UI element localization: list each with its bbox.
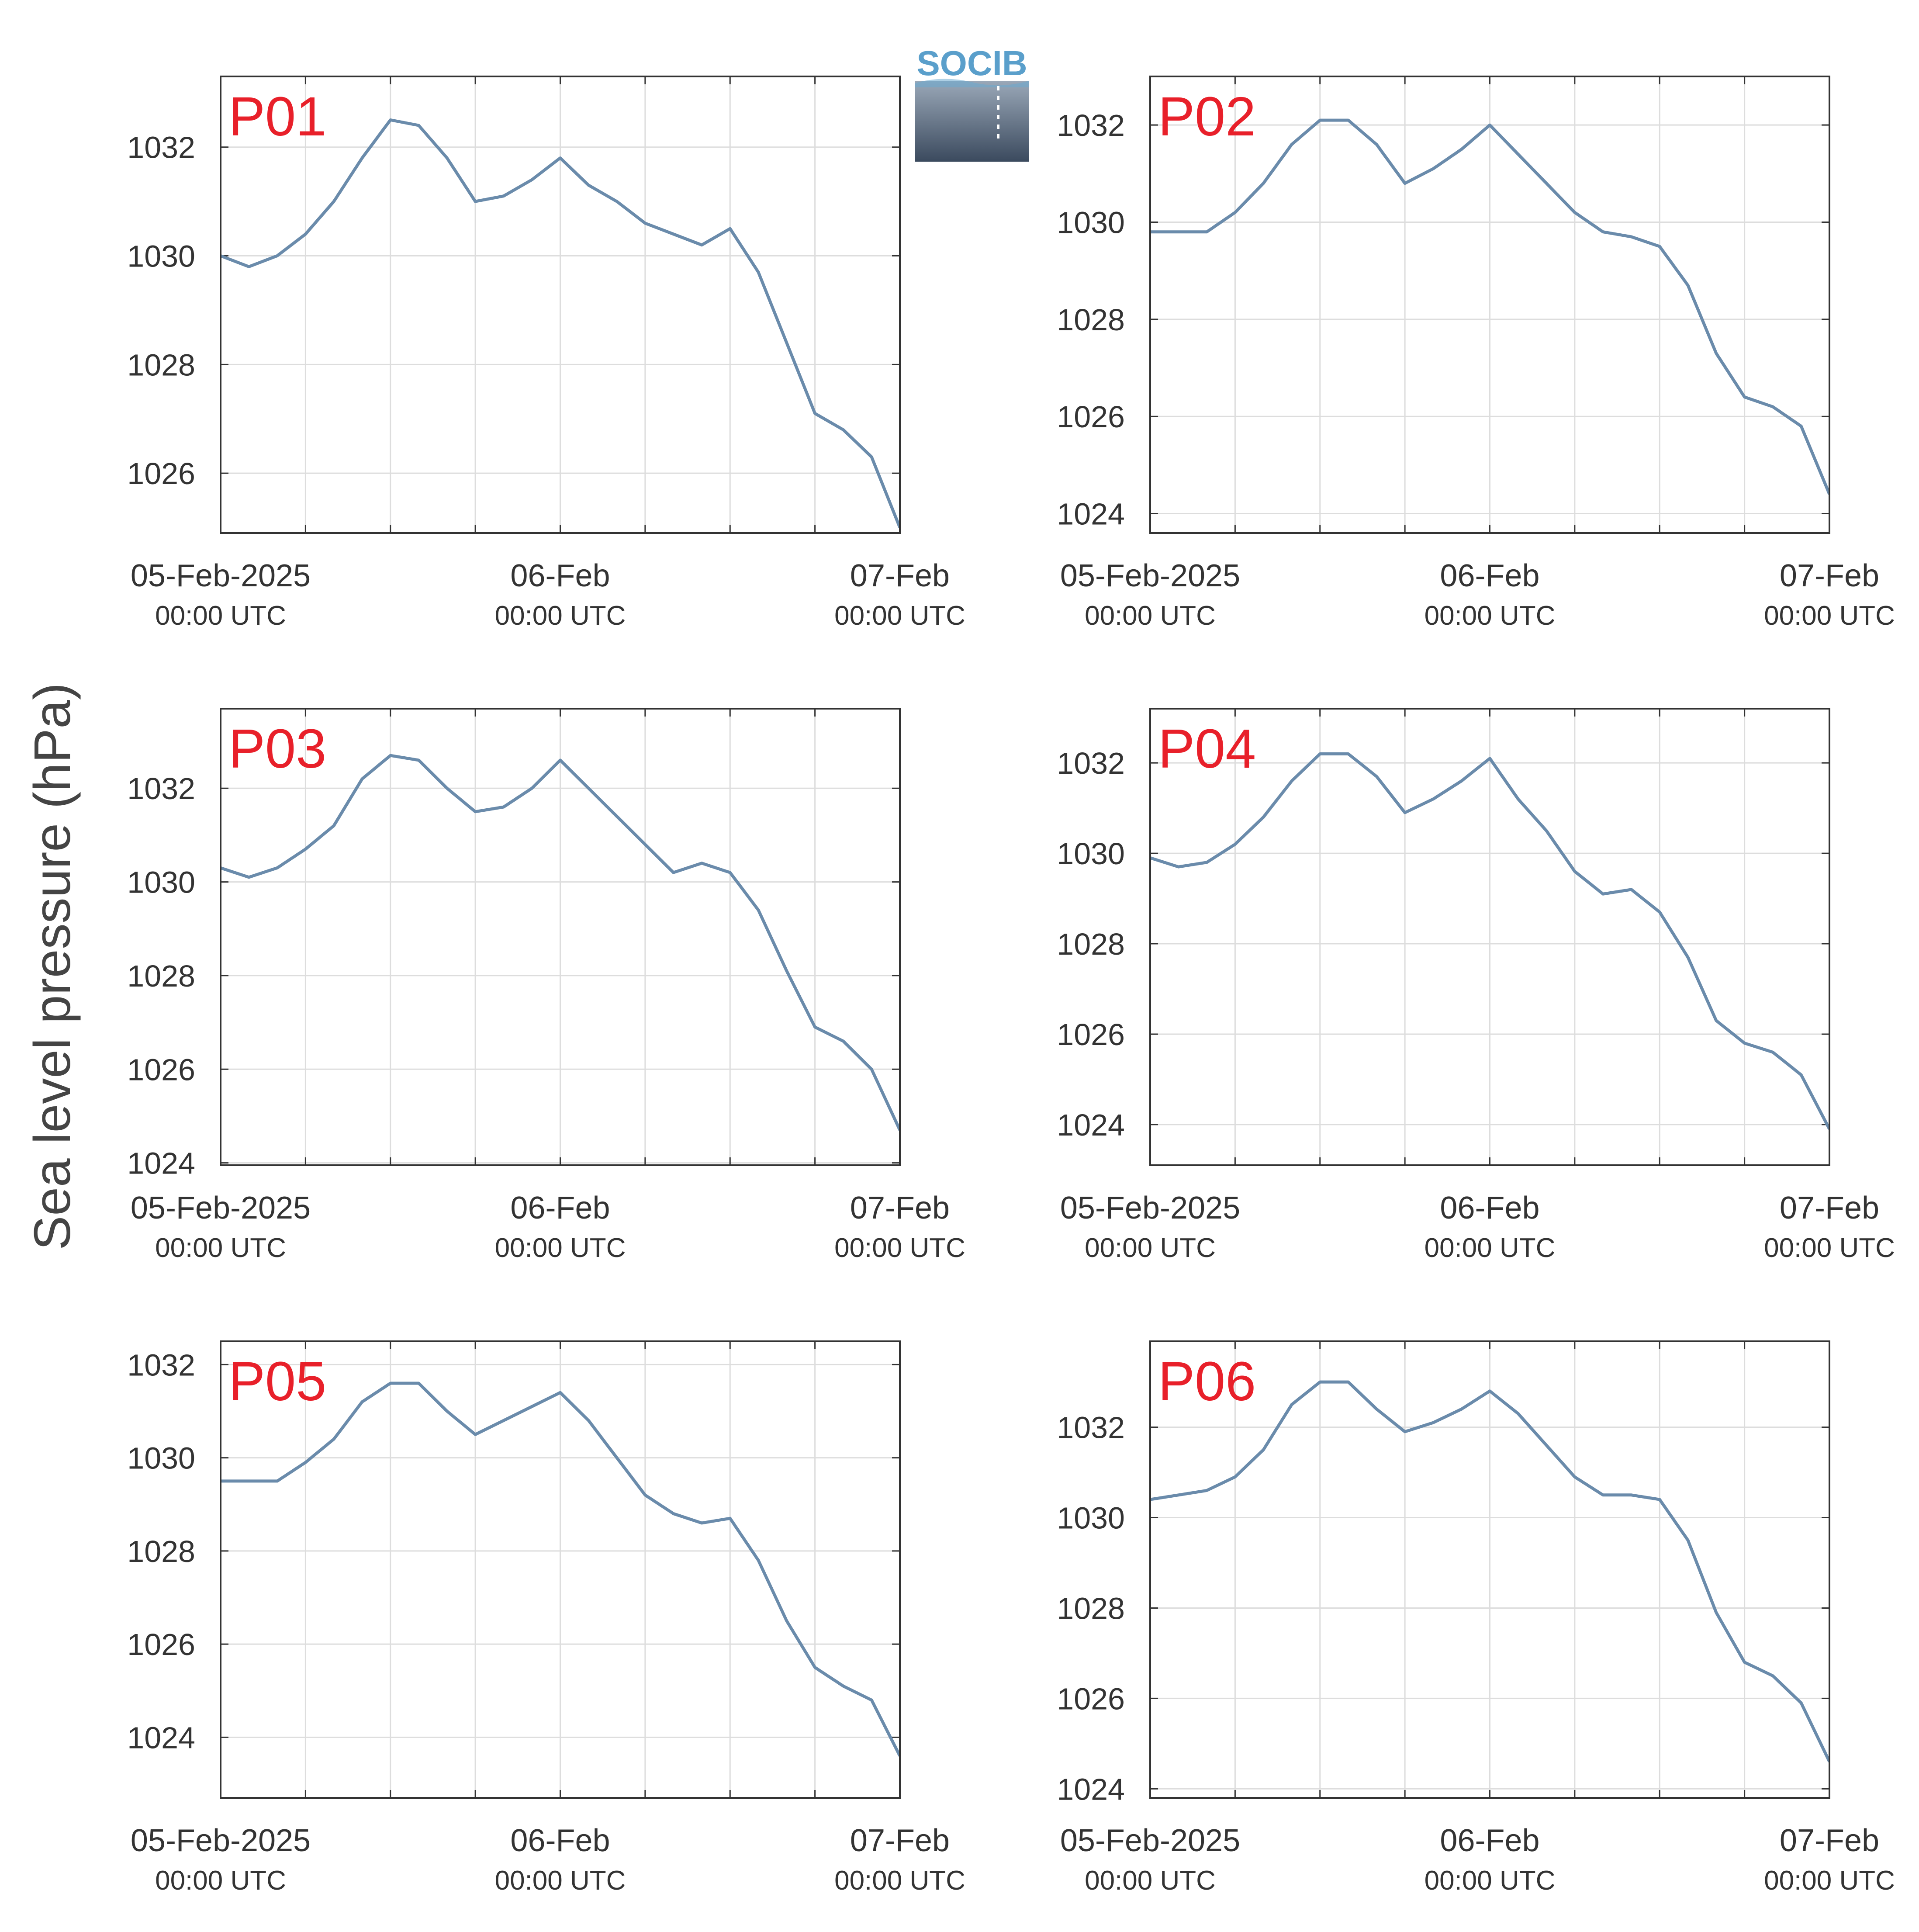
y-tick-label: 1030 xyxy=(1057,837,1125,871)
y-tick-label: 1026 xyxy=(1057,1018,1125,1052)
x-tick-sublabel: 00:00 UTC xyxy=(495,1233,626,1263)
series-line xyxy=(1150,752,1829,1130)
series-line xyxy=(1150,1380,1829,1762)
y-axis-label: Sea level pressure (hPa) xyxy=(24,683,81,1250)
plot-frame xyxy=(220,1340,901,1799)
y-tick-label: 1026 xyxy=(127,1627,195,1662)
series-line xyxy=(221,118,900,528)
x-tick-sublabel: 00:00 UTC xyxy=(1425,1233,1556,1263)
x-tick-label: 07-Feb xyxy=(1780,1823,1879,1858)
x-tick-sublabel: 00:00 UTC xyxy=(1764,1866,1895,1896)
y-tick-label: 1028 xyxy=(1057,303,1125,337)
y-tick-label: 1030 xyxy=(127,866,195,900)
y-tick-label: 1024 xyxy=(127,1721,195,1755)
plot-frame xyxy=(220,708,901,1166)
x-tick-sublabel: 00:00 UTC xyxy=(155,601,286,631)
socib-logo: SOCIB xyxy=(915,44,1029,162)
logo-block xyxy=(915,81,1029,162)
y-tick-label: 1026 xyxy=(127,457,195,491)
x-tick-label: 07-Feb xyxy=(1780,558,1879,593)
plot-frame xyxy=(1149,708,1830,1166)
x-tick-label: 06-Feb xyxy=(1440,1823,1539,1858)
x-tick-label: 06-Feb xyxy=(1440,558,1539,593)
x-tick-label: 05-Feb-2025 xyxy=(131,558,311,593)
x-tick-sublabel: 00:00 UTC xyxy=(1425,601,1556,631)
panel-label: P04 xyxy=(1158,718,1256,779)
panel-p06: 1024 1026 1028 1030 1032 05-Feb-2025 00:00 UTC… xyxy=(1057,1340,1895,1896)
panel-p02: 1024 1026 1028 1030 1032 05-Feb-2025 00:00 UTC… xyxy=(1057,76,1895,631)
x-tick-label: 07-Feb xyxy=(1780,1191,1879,1226)
x-tick-label: 07-Feb xyxy=(850,558,950,593)
x-tick-label: 06-Feb xyxy=(510,558,610,593)
panel-p04: 1024 1026 1028 1030 1032 05-Feb-2025 00:00 UTC… xyxy=(1057,708,1895,1263)
y-tick-label: 1032 xyxy=(1057,1411,1125,1445)
plot-frame xyxy=(1149,1340,1830,1799)
series-line xyxy=(221,1381,900,1757)
y-tick-label: 1028 xyxy=(1057,1591,1125,1625)
x-tick-sublabel: 00:00 UTC xyxy=(834,601,965,631)
x-tick-label: 06-Feb xyxy=(1440,1191,1539,1226)
y-tick-label: 1028 xyxy=(127,959,195,993)
x-tick-sublabel: 00:00 UTC xyxy=(495,601,626,631)
x-tick-sublabel: 00:00 UTC xyxy=(1085,1233,1216,1263)
x-tick-label: 06-Feb xyxy=(510,1823,610,1858)
y-tick-label: 1030 xyxy=(1057,206,1125,240)
y-tick-label: 1026 xyxy=(1057,1682,1125,1716)
x-tick-sublabel: 00:00 UTC xyxy=(1425,1866,1556,1896)
y-tick-label: 1028 xyxy=(127,1534,195,1568)
x-tick-label: 05-Feb-2025 xyxy=(131,1191,311,1226)
x-tick-label: 06-Feb xyxy=(510,1191,610,1226)
y-tick-label: 1032 xyxy=(1057,746,1125,780)
x-tick-label: 05-Feb-2025 xyxy=(1060,1823,1240,1858)
x-tick-label: 07-Feb xyxy=(850,1191,950,1226)
y-tick-label: 1032 xyxy=(127,131,195,165)
y-tick-label: 1032 xyxy=(1057,108,1125,142)
panel-label: P06 xyxy=(1158,1350,1256,1412)
x-tick-label: 05-Feb-2025 xyxy=(1060,558,1240,593)
panel-p03: 1024 1026 1028 1030 1032 05-Feb-2025 00:00 UTC… xyxy=(127,708,965,1263)
y-tick-label: 1028 xyxy=(1057,927,1125,961)
panel-label: P05 xyxy=(228,1350,326,1412)
x-tick-sublabel: 00:00 UTC xyxy=(1764,601,1895,631)
x-tick-label: 05-Feb-2025 xyxy=(131,1823,311,1858)
y-tick-label: 1024 xyxy=(1057,497,1125,531)
plot-frame xyxy=(220,76,901,534)
y-tick-label: 1030 xyxy=(127,239,195,274)
y-tick-label: 1032 xyxy=(127,1348,195,1382)
series-line xyxy=(221,754,900,1131)
y-tick-label: 1032 xyxy=(127,772,195,806)
x-tick-label: 05-Feb-2025 xyxy=(1060,1191,1240,1226)
y-tick-label: 1030 xyxy=(1057,1501,1125,1535)
y-tick-label: 1028 xyxy=(127,348,195,382)
y-tick-label: 1026 xyxy=(1057,400,1125,434)
y-tick-label: 1030 xyxy=(127,1441,195,1475)
y-tick-label: 1024 xyxy=(127,1146,195,1181)
y-tick-label: 1024 xyxy=(1057,1772,1125,1806)
panel-p05: 1024 1026 1028 1030 1032 05-Feb-2025 00:00 UTC… xyxy=(127,1340,965,1896)
x-tick-sublabel: 00:00 UTC xyxy=(495,1866,626,1896)
x-tick-sublabel: 00:00 UTC xyxy=(1085,1866,1216,1896)
panel-label: P01 xyxy=(228,86,326,147)
x-tick-sublabel: 00:00 UTC xyxy=(155,1866,286,1896)
panel-label: P02 xyxy=(1158,86,1256,147)
series-line xyxy=(1150,118,1829,495)
logo-text: SOCIB xyxy=(916,44,1027,83)
x-tick-label: 07-Feb xyxy=(850,1823,950,1858)
panels-group: 1026 1028 1030 1032 05-Feb-2025 00:00 UTC 06-F… xyxy=(127,76,1895,1896)
y-tick-label: 1026 xyxy=(127,1053,195,1087)
x-tick-sublabel: 00:00 UTC xyxy=(1764,1233,1895,1263)
panel-p01: 1026 1028 1030 1032 05-Feb-2025 00:00 UTC 06-F… xyxy=(127,76,965,631)
x-tick-sublabel: 00:00 UTC xyxy=(1085,601,1216,631)
x-tick-sublabel: 00:00 UTC xyxy=(155,1233,286,1263)
logo-wave xyxy=(915,79,1029,87)
x-tick-sublabel: 00:00 UTC xyxy=(834,1233,965,1263)
x-tick-sublabel: 00:00 UTC xyxy=(834,1866,965,1896)
panel-label: P03 xyxy=(228,718,326,779)
y-tick-label: 1024 xyxy=(1057,1108,1125,1142)
plot-frame xyxy=(1149,76,1830,534)
